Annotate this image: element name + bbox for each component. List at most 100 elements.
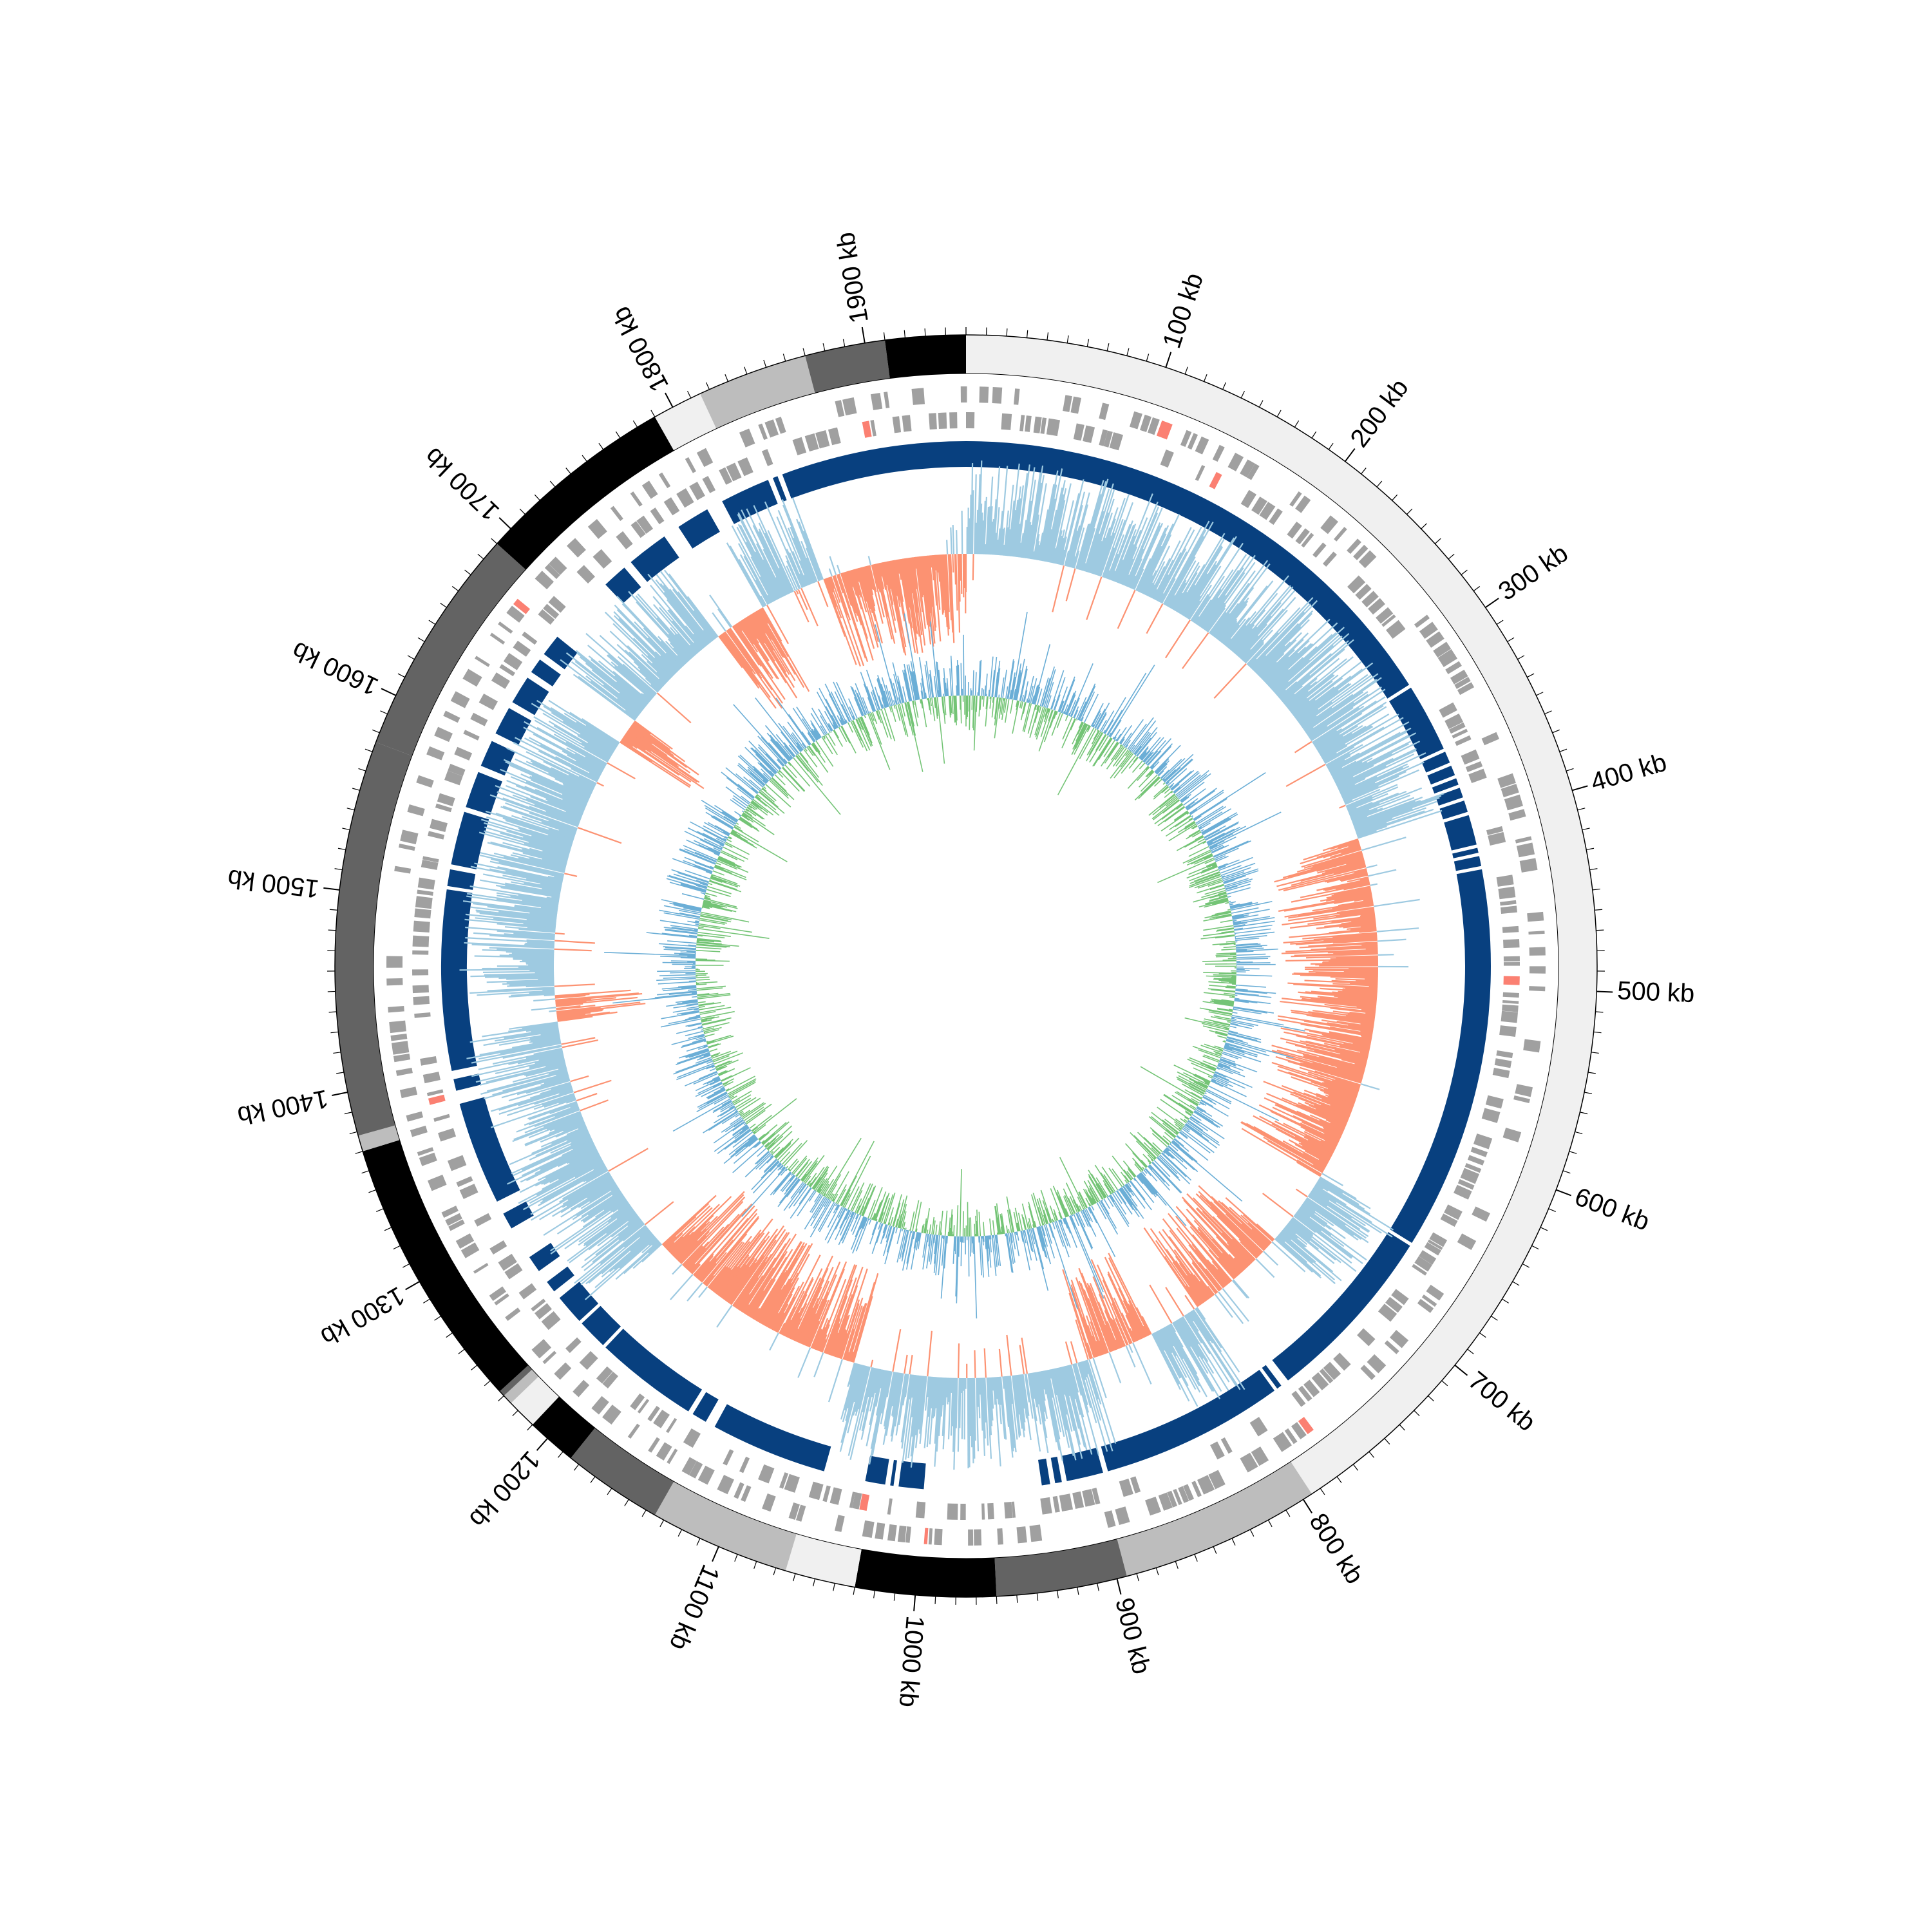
gene-feature (1502, 1128, 1522, 1142)
gene-feature (852, 1492, 862, 1510)
gc-content-bar (825, 698, 841, 727)
gc-skew-bar (570, 1135, 591, 1146)
gc-skew-bar (478, 831, 569, 858)
gene-feature (390, 1033, 408, 1041)
gc-content-bar (1162, 769, 1177, 782)
gene-feature (616, 531, 633, 549)
gc-skew-bar (938, 1377, 943, 1436)
gc-content-bar (878, 1195, 888, 1222)
gc-content-bar (1204, 887, 1226, 895)
synteny-block (559, 1282, 599, 1321)
gc-content-bar (1022, 703, 1030, 732)
gc-content-bar (755, 795, 780, 816)
gc-content-bar (778, 1163, 782, 1168)
gc-skew-bar (755, 551, 780, 600)
gc-content-bar (913, 671, 920, 700)
gc-skew-bar (475, 917, 556, 927)
gc-skew-bar (580, 1228, 649, 1285)
gc-content-bar (1224, 1045, 1244, 1053)
gc-content-bar (827, 733, 836, 746)
gc-skew-bar (676, 1228, 707, 1260)
gc-skew-bar (554, 993, 590, 998)
gc-content-bar (920, 690, 923, 699)
gc-skew-bar (1262, 1193, 1294, 1218)
gc-skew-bar (1166, 556, 1196, 607)
gc-content-bar (1209, 836, 1236, 850)
gc-content-bar (684, 830, 723, 850)
gc-skew-bar (624, 649, 665, 687)
gc-content-bar (705, 807, 735, 826)
gc-content-bar (663, 946, 696, 950)
gc-skew-bar (1086, 1283, 1114, 1352)
gc-skew-bar (901, 558, 911, 608)
gc-content-bar (1007, 659, 1014, 699)
gc-content-bar (675, 1058, 712, 1073)
gc-content-bar (1202, 1096, 1217, 1105)
gene-feature (1494, 1058, 1512, 1068)
gc-content-bar (1167, 1146, 1195, 1171)
gc-skew-bar (1041, 484, 1057, 562)
gc-skew-bar (1299, 674, 1368, 725)
gc-content-bar (1225, 987, 1236, 989)
gc-skew-bar (1112, 1320, 1125, 1347)
gc-skew-bar (1202, 594, 1226, 629)
gc-content-bar (1198, 808, 1232, 829)
gc-skew-bar (1153, 1332, 1190, 1402)
gc-skew-bar (570, 1104, 578, 1108)
gc-skew-bar (633, 661, 663, 688)
gc-content-bar (1220, 862, 1256, 876)
gene-feature (538, 609, 555, 625)
gc-content-bar (683, 907, 701, 913)
gc-content-bar (1081, 717, 1084, 722)
gc-skew-bar (1311, 1191, 1352, 1219)
gc-skew-bar (1321, 1098, 1352, 1111)
gc-skew-bar (1288, 1072, 1358, 1096)
gc-content-bar (793, 757, 841, 815)
gc-skew-bar (1358, 810, 1443, 839)
gc-skew-bar (1209, 612, 1227, 635)
gc-content-bar (688, 1015, 701, 1019)
gc-skew-bar (590, 680, 638, 717)
gc-skew-bar (572, 1139, 593, 1150)
gc-skew-bar (1336, 956, 1378, 959)
gc-skew-bar (1240, 1121, 1325, 1171)
gc-content-bar (1206, 1088, 1232, 1103)
gene-feature (1130, 1476, 1141, 1493)
gc-content-bar (933, 1220, 936, 1235)
gc-skew-bar (1245, 1122, 1326, 1169)
gc-skew-bar (1129, 1305, 1146, 1338)
gc-content-bar (1230, 902, 1253, 909)
gc-skew-bar (996, 1377, 999, 1405)
gc-content-bar (1169, 784, 1173, 789)
gc-skew-bar (499, 954, 554, 958)
gc-content-bar (1151, 1162, 1182, 1194)
gc-skew-bar (1320, 1176, 1357, 1200)
gc-content-bar (1110, 1194, 1130, 1225)
gc-content-bar (749, 803, 758, 810)
gc-content-bar (943, 1235, 947, 1269)
gc-content-bar (1204, 1082, 1209, 1085)
gc-skew-bar (1298, 903, 1374, 916)
gc-skew-bar (1251, 1228, 1270, 1246)
gc-content-bar (1005, 1233, 1013, 1273)
gc-skew-bar (889, 560, 898, 596)
gc-skew-bar (900, 558, 913, 629)
gc-skew-bar (1339, 784, 1356, 793)
gc-content-bar (697, 994, 731, 999)
gc-skew-bar (1326, 752, 1350, 767)
gc-skew-bar (531, 835, 572, 849)
gc-skew-bar (574, 1161, 604, 1178)
gc-skew-bar (1179, 1318, 1215, 1374)
gc-content-bar (1195, 873, 1221, 884)
gc-content-bar (695, 1083, 723, 1097)
gc-skew-bar (1307, 1195, 1369, 1237)
gc-content-bar (1084, 1189, 1094, 1205)
gc-skew-bar (1097, 1302, 1118, 1350)
gc-content-bar (1203, 1020, 1230, 1028)
gc-content-bar (1133, 732, 1151, 755)
gc-content-bar (1217, 863, 1228, 868)
gc-content-bar (1222, 868, 1259, 882)
gc-content-bar (771, 777, 795, 800)
gc-skew-bar (1301, 848, 1362, 868)
gc-content-bar (1083, 1209, 1097, 1237)
